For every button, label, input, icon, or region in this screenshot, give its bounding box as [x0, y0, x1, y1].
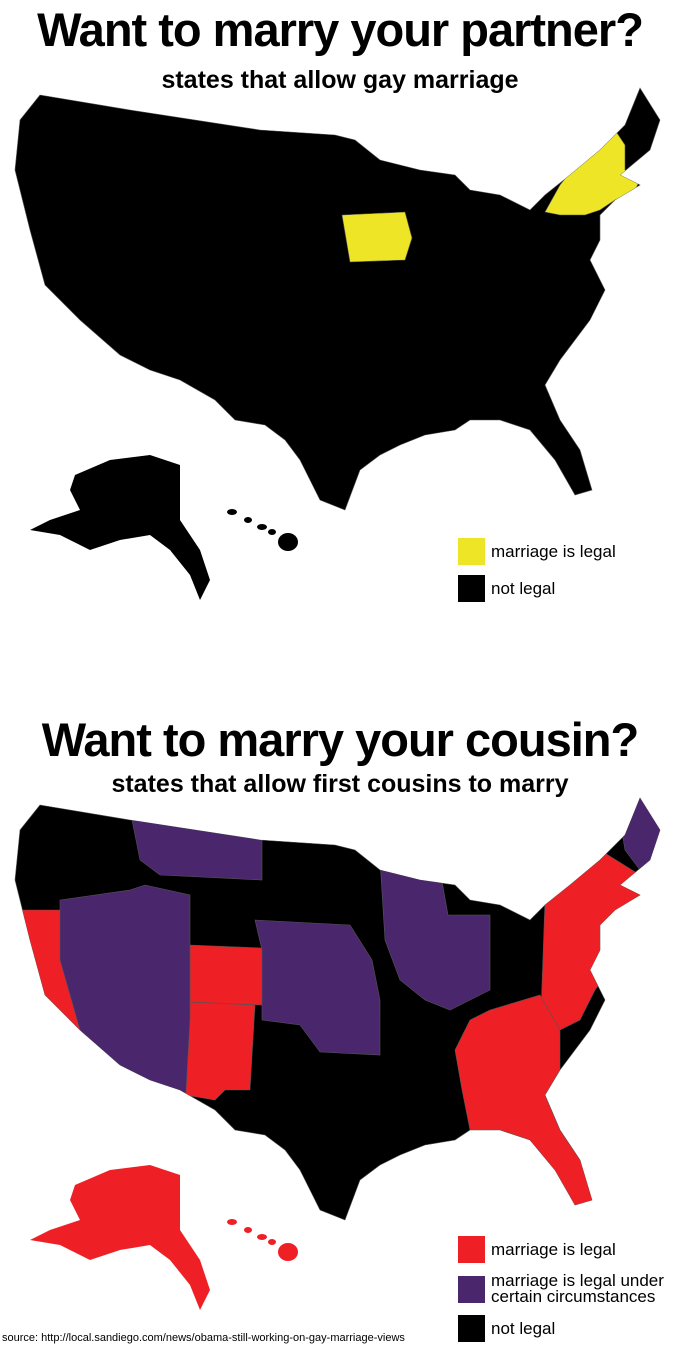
legend-swatch: [458, 1275, 485, 1303]
partner-us-map: [14, 87, 661, 600]
region-lakes: [379, 859, 491, 1011]
partner-legend: marriage is legal not legal: [458, 538, 616, 612]
hawaii-island: [227, 509, 237, 515]
cousin-map-title: Want to marry your cousin?: [41, 713, 639, 766]
partner-map-subtitle: states that allow gay marriage: [161, 66, 519, 94]
legend-label: marriage is legal under certain circumst…: [491, 1271, 664, 1306]
hawaii-island: [244, 1227, 252, 1233]
legend-item-legal: marriage is legal: [458, 1236, 680, 1263]
hawaii-island: [268, 529, 276, 535]
region-plains: [254, 919, 381, 1056]
region-basin: [59, 884, 191, 1111]
legend-item-not-legal: not legal: [458, 1315, 680, 1342]
legend-item-not-legal: not legal: [458, 575, 616, 602]
legend-item-certain-circumstances: marriage is legal under certain circumst…: [458, 1271, 680, 1306]
hawaii-island: [227, 1219, 237, 1225]
hawaii-island: [278, 1243, 298, 1261]
legend-label: not legal: [491, 1318, 556, 1338]
hawaii-island: [244, 517, 252, 523]
legend-swatch: [458, 1236, 485, 1263]
legend-label: marriage is legal: [491, 541, 616, 561]
cousin-legend: marriage is legal marriage is legal unde…: [458, 1236, 680, 1352]
hawaii-island: [257, 524, 267, 530]
legend-item-legal: marriage is legal: [458, 538, 616, 565]
partner-map-title: Want to marry your partner?: [37, 3, 644, 56]
source-credit: source: http://local.sandiego.com/news/o…: [2, 1332, 405, 1344]
cousin-map-subtitle: states that allow first cousins to marry: [111, 770, 569, 798]
region-colorado: [189, 944, 263, 1006]
hawaii-island: [268, 1239, 276, 1245]
legend-swatch: [458, 538, 485, 565]
legend-swatch: [458, 575, 485, 602]
region-new-mexico: [184, 1001, 256, 1101]
contiguous-us: [14, 87, 661, 511]
legend-swatch: [458, 1315, 485, 1342]
hawaii-island: [278, 533, 298, 551]
region-iowa: [341, 211, 413, 263]
legend-label: marriage is legal: [491, 1239, 616, 1259]
cousin-us-map: [14, 797, 661, 1310]
legend-label: not legal: [491, 578, 556, 598]
hawaii-island: [257, 1234, 267, 1240]
alaska: [30, 455, 210, 600]
alaska: [30, 1165, 210, 1310]
